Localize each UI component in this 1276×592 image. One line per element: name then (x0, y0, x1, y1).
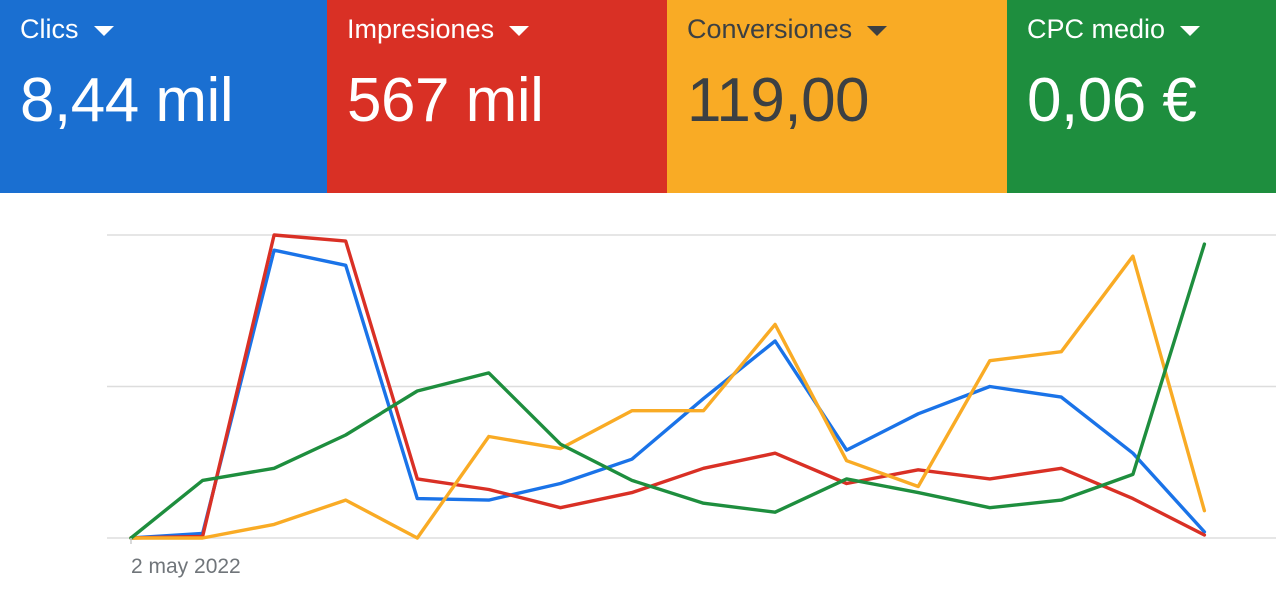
metric-card-clics[interactable]: Clics 8,44 mil (0, 0, 327, 193)
caret-down-icon[interactable] (1180, 25, 1201, 36)
metric-value: 0,06 € (1027, 66, 1197, 135)
series-lines (129, 233, 1207, 540)
caret-down-icon[interactable] (93, 25, 114, 36)
metric-label: Conversiones (687, 14, 853, 44)
metric-label: Clics (20, 14, 79, 44)
line-chart: 2 may 2022 (0, 193, 1276, 592)
metric-label: Impresiones (347, 14, 495, 44)
metric-value: 567 mil (347, 66, 544, 135)
metric-card-cpc-medio[interactable]: CPC medio 0,06 € (1007, 0, 1276, 193)
caret-down-icon[interactable] (509, 25, 530, 36)
series-line-conversiones[interactable] (129, 254, 1207, 540)
metric-card-header[interactable]: Impresiones (347, 10, 647, 48)
x-axis: 2 may 2022 (130, 538, 241, 578)
metric-label: CPC medio (1027, 14, 1166, 44)
series-line-cpc-medio[interactable] (129, 242, 1207, 540)
line-chart-svg: 2 may 2022 (107, 233, 1276, 578)
series-line-clics[interactable] (129, 248, 1207, 540)
metric-card-header[interactable]: Conversiones (687, 10, 987, 48)
metric-card-header[interactable]: CPC medio (1027, 10, 1256, 48)
metric-value: 119,00 (687, 66, 870, 135)
metric-cards: Clics 8,44 mil Impresiones 567 mil Conve… (0, 0, 1276, 193)
metric-value: 8,44 mil (20, 66, 234, 135)
metric-card-conversiones[interactable]: Conversiones 119,00 (667, 0, 1007, 193)
series-line-impresiones[interactable] (129, 233, 1207, 540)
caret-down-icon[interactable] (867, 25, 888, 36)
metric-card-impresiones[interactable]: Impresiones 567 mil (327, 0, 667, 193)
grid-lines (107, 234, 1276, 539)
metric-card-header[interactable]: Clics (20, 10, 307, 48)
x-tick-label: 2 may 2022 (131, 555, 241, 578)
